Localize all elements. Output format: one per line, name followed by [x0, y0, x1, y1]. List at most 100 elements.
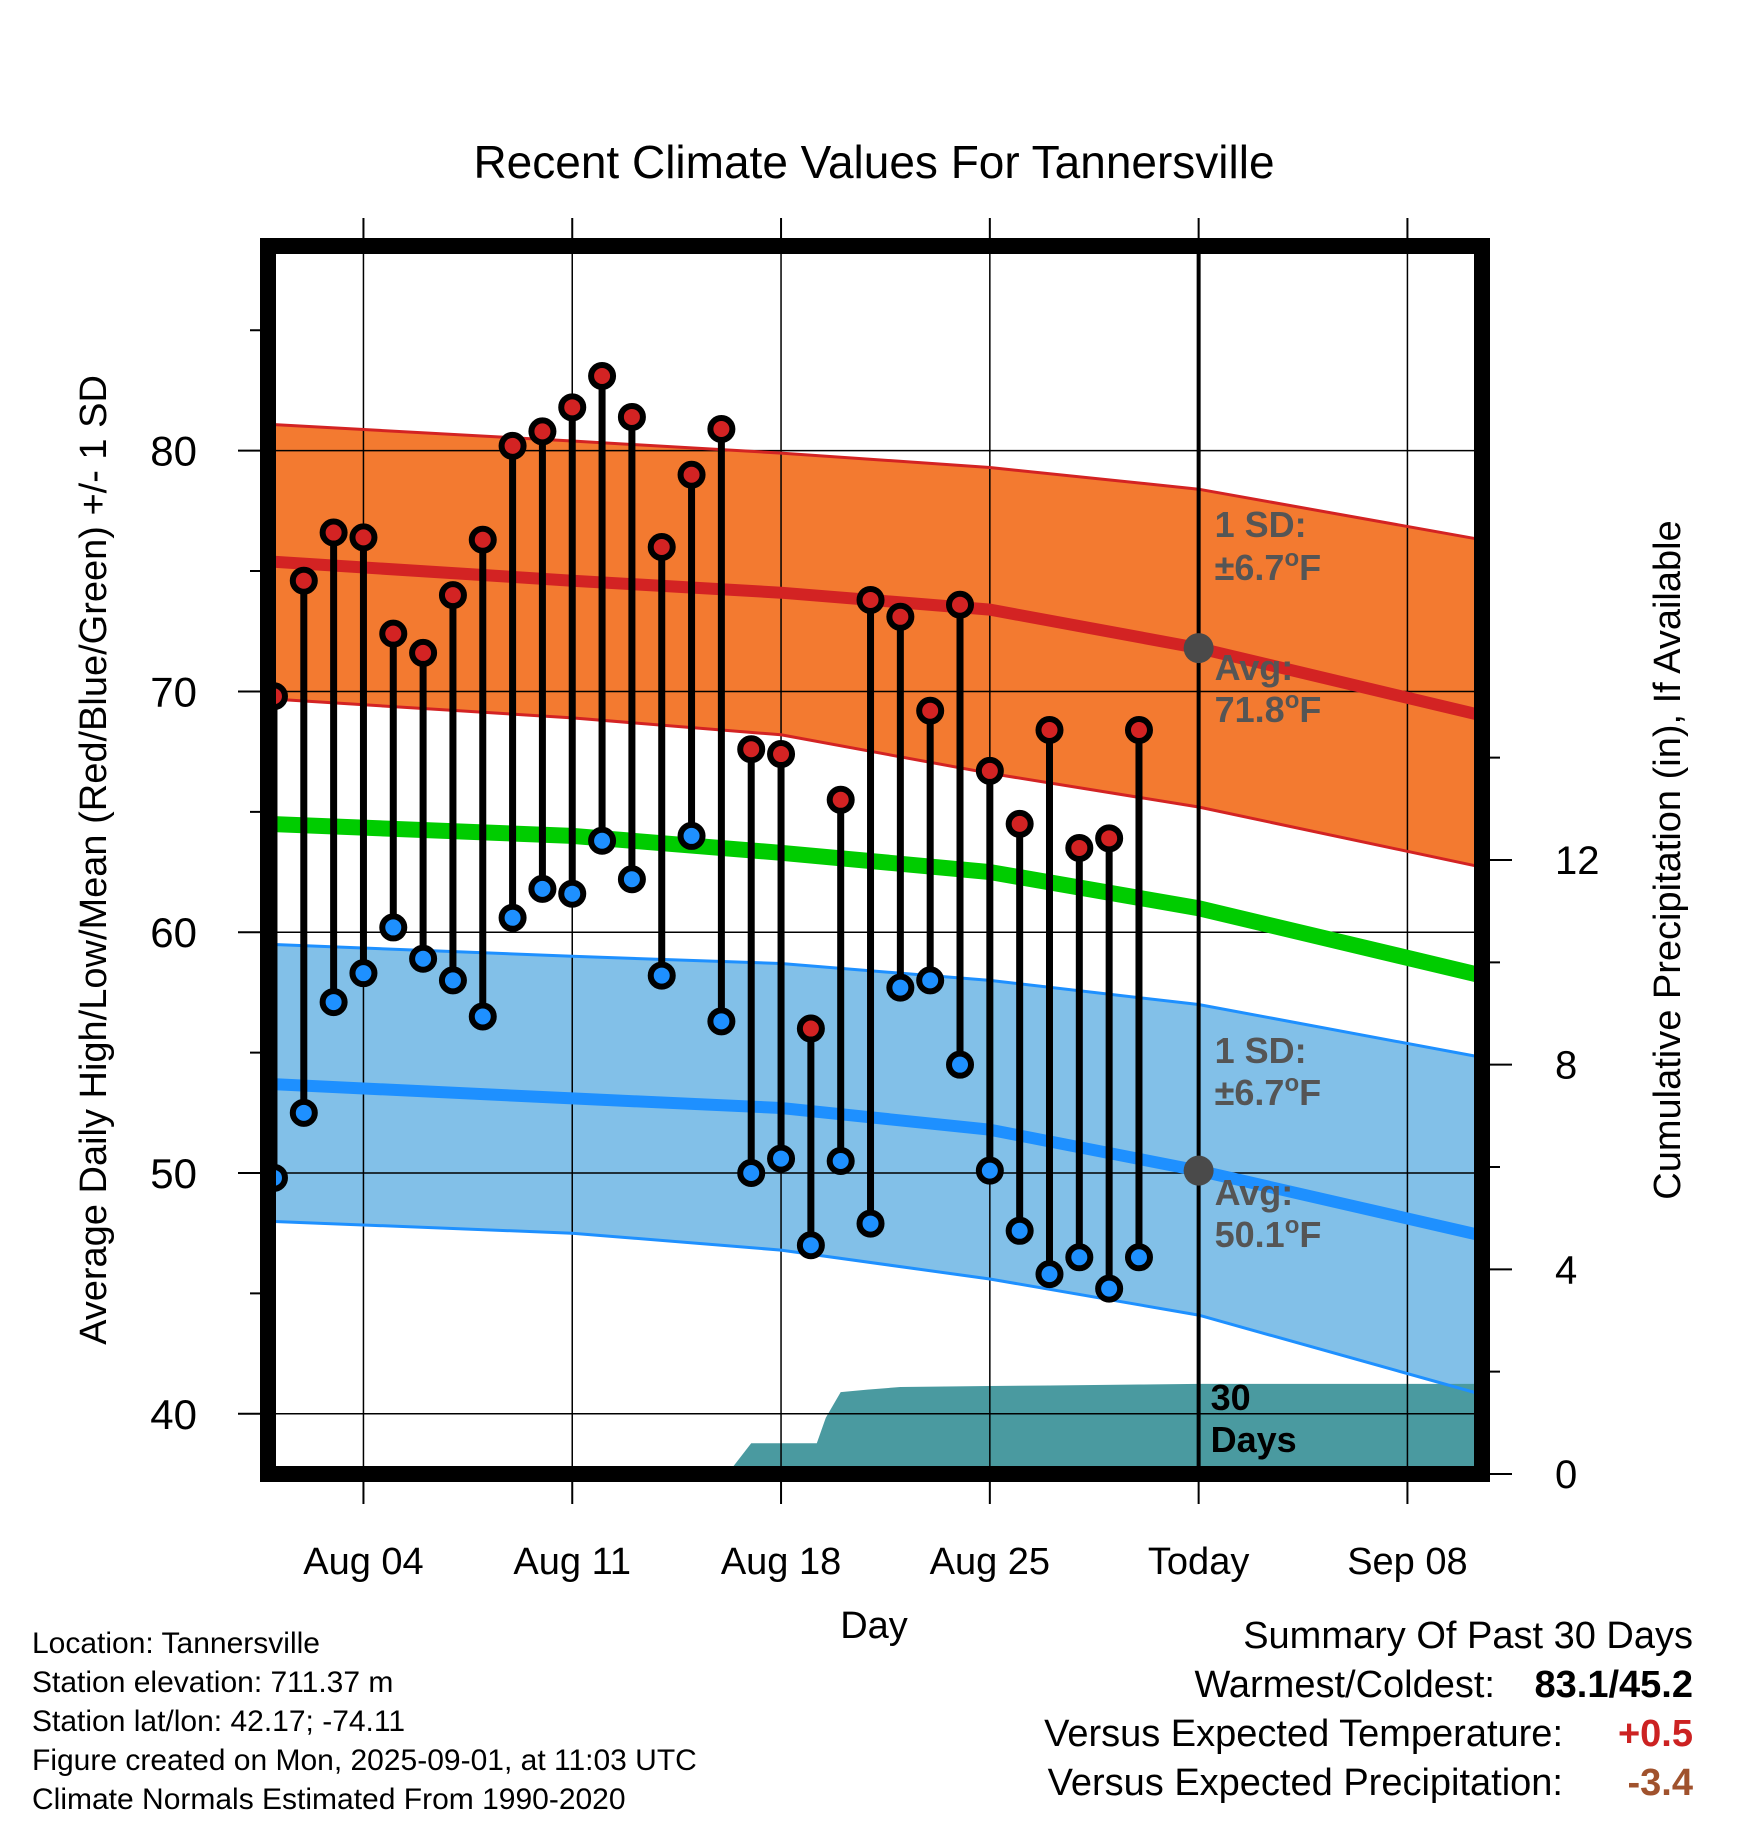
window-label-line1: 30	[1211, 1377, 1251, 1418]
high-point-26	[1005, 809, 1034, 838]
temp-label: Versus Expected Temperature:	[1044, 1713, 1563, 1755]
normals-text: Climate Normals Estimated From 1990-2020	[32, 1783, 626, 1816]
high-point-10	[528, 417, 557, 446]
low-avg-value: 50.1oF	[1215, 1212, 1322, 1255]
high-point-6	[409, 638, 438, 667]
low-point-2	[289, 1098, 318, 1127]
location-text: Location: Tannersville	[32, 1627, 320, 1660]
high-point-29	[1095, 824, 1124, 853]
high-point-8	[468, 525, 497, 554]
daily-points	[259, 362, 1153, 1303]
low-point-17	[737, 1159, 766, 1188]
low-point-30	[1124, 1243, 1153, 1272]
temp-value: +0.5	[1617, 1713, 1693, 1755]
low-point-19	[796, 1231, 825, 1260]
y2-axis-label: Cumulative Precipitation (in), If Availa…	[1647, 520, 1689, 1199]
y2-tick-label-0: 0	[1555, 1453, 1577, 1497]
warmest-value: 83.1/45.2	[1534, 1664, 1693, 1706]
daily-range-stems	[270, 376, 1143, 1289]
precip-value: -3.4	[1627, 1762, 1693, 1804]
low-point-5	[379, 913, 408, 942]
precip-label: Versus Expected Precipitation:	[1047, 1762, 1563, 1804]
low-point-14	[647, 961, 676, 990]
low-point-3	[319, 988, 348, 1017]
high-point-15	[677, 460, 706, 489]
high-point-2	[289, 566, 318, 595]
x-tick-label-1: Aug 11	[513, 1541, 631, 1583]
summary-precip-row: Versus Expected Precipitation: -3.4	[1044, 1759, 1693, 1808]
high-point-19	[796, 1014, 825, 1043]
precipitation-area	[268, 1383, 1482, 1474]
high-avg-value: 71.8oF	[1215, 687, 1322, 730]
low-point-7	[438, 966, 467, 995]
low-point-18	[767, 1144, 796, 1173]
high-point-16	[707, 414, 736, 443]
station-info: Location: Tannersville Station elevation…	[32, 1624, 697, 1819]
high-point-18	[767, 740, 796, 769]
low-point-23	[916, 966, 945, 995]
high-point-7	[438, 581, 467, 610]
low-point-21	[856, 1209, 885, 1238]
high-sd-label: 1 SD:	[1215, 504, 1307, 545]
high-point-11	[558, 393, 587, 422]
high-point-12	[588, 362, 617, 391]
y-tick-label-50: 50	[150, 1150, 197, 1197]
y-tick-label-60: 60	[150, 909, 197, 956]
latlon-text: Station lat/lon: 42.17; -74.11	[32, 1705, 406, 1738]
y-tick-label-80: 80	[150, 428, 197, 475]
summary-title: Summary Of Past 30 Days	[1243, 1615, 1693, 1657]
y2-tick-label-4: 4	[1555, 1248, 1577, 1292]
x-tick-label-2: Aug 18	[721, 1541, 841, 1583]
y-tick-label-70: 70	[150, 668, 197, 715]
y-axis-label: Average Daily High/Low/Mean (Red/Blue/Gr…	[73, 375, 115, 1345]
low-point-26	[1005, 1216, 1034, 1245]
low-point-13	[617, 865, 646, 894]
low-sd-value: ±6.7oF	[1215, 1070, 1321, 1113]
low-point-28	[1065, 1243, 1094, 1272]
today-marker	[1183, 246, 1214, 1474]
high-point-13	[617, 402, 646, 431]
low-point-24	[946, 1050, 975, 1079]
low-point-25	[975, 1156, 1004, 1185]
summary-panel: Summary Of Past 30 Days Warmest/Coldest:…	[1044, 1612, 1693, 1808]
x-axis-label: Day	[840, 1605, 908, 1647]
today-high-normal-dot	[1183, 633, 1214, 664]
high-point-5	[379, 619, 408, 648]
low-point-4	[349, 959, 378, 988]
low-point-16	[707, 1007, 736, 1036]
high-point-17	[737, 735, 766, 764]
low-normal-line	[267, 1077, 1484, 1242]
low-lower-edge	[267, 1219, 1483, 1396]
low-point-8	[468, 1002, 497, 1031]
low-point-11	[558, 879, 587, 908]
low-upper-edge	[267, 942, 1483, 1059]
low-point-27	[1035, 1260, 1064, 1289]
low-point-9	[498, 903, 527, 932]
high-point-28	[1065, 833, 1094, 862]
high-avg-label: Avg:	[1215, 647, 1294, 688]
high-sd-value: ±6.7oF	[1215, 545, 1321, 588]
y2-tick-label-8: 8	[1555, 1044, 1577, 1088]
low-sd-label: 1 SD:	[1215, 1030, 1307, 1071]
x-tick-label-5: Sep 08	[1347, 1541, 1467, 1583]
x-tick-label-0: Aug 04	[303, 1541, 423, 1583]
low-point-10	[528, 874, 557, 903]
y2-tick-label-12: 12	[1555, 839, 1600, 883]
low-point-6	[409, 944, 438, 973]
high-point-21	[856, 585, 885, 614]
low-point-15	[677, 821, 706, 850]
x-tick-label-4: Today	[1148, 1541, 1249, 1583]
low-point-12	[588, 826, 617, 855]
today-low-normal-dot	[1183, 1155, 1214, 1186]
precip-cumulative-area	[268, 1383, 1482, 1474]
low-point-20	[826, 1146, 855, 1175]
window-label-line2: Days	[1211, 1419, 1297, 1460]
y-tick-label-40: 40	[150, 1391, 197, 1438]
high-point-14	[647, 532, 676, 561]
x-tick-label-3: Aug 25	[930, 1541, 1050, 1583]
high-lower-edge	[267, 697, 1483, 869]
high-point-23	[916, 696, 945, 725]
high-normal-line	[267, 555, 1484, 722]
